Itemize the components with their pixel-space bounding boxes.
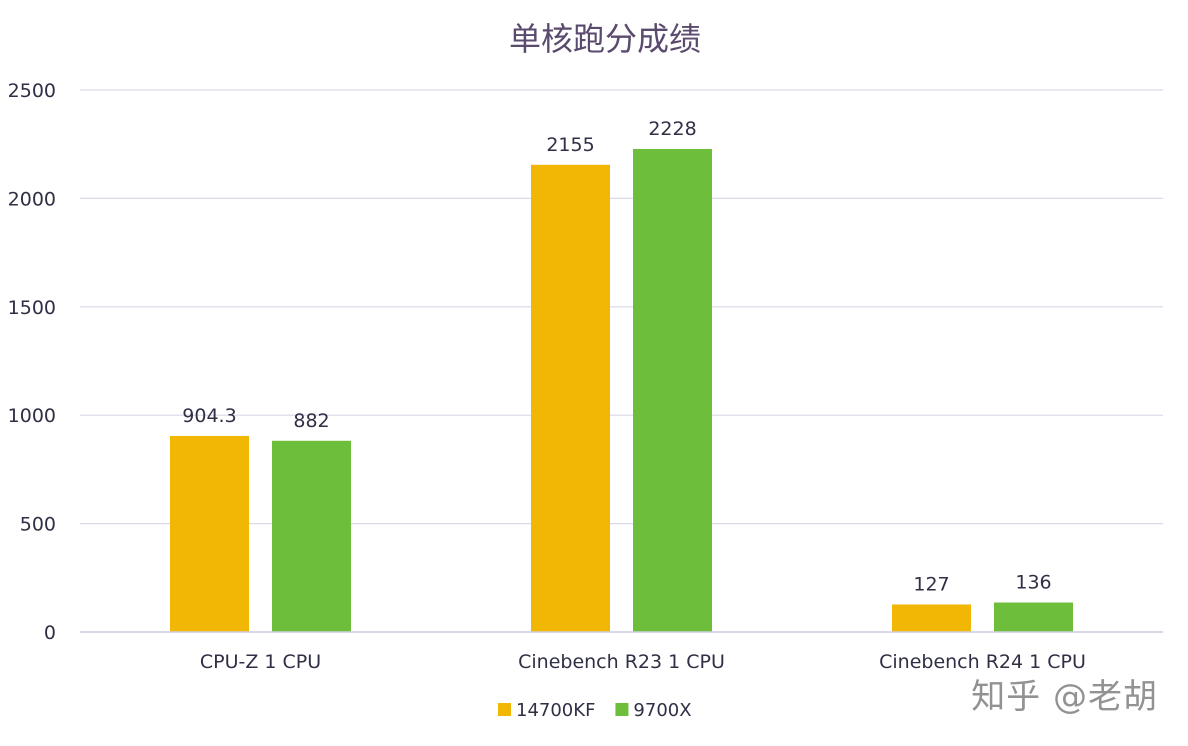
y-tick-label-1500: 1500 xyxy=(8,297,56,319)
bar-14700KF-1 xyxy=(531,164,610,632)
data-label-9700X-2: 136 xyxy=(1015,572,1051,594)
legend-swatch-9700X xyxy=(615,703,629,716)
y-tick-label-500: 500 xyxy=(20,514,56,536)
data-label-14700KF-0: 904.3 xyxy=(182,405,236,427)
y-tick-label-2500: 2500 xyxy=(8,80,56,102)
y-tick-label-2000: 2000 xyxy=(8,188,56,210)
bar-14700KF-0 xyxy=(170,435,249,632)
x-category-label-1: Cinebench R23 1 CPU xyxy=(518,651,725,673)
x-category-label-2: Cinebench R24 1 CPU xyxy=(879,651,1086,673)
legend-swatch-14700KF xyxy=(498,703,511,716)
data-label-14700KF-1: 2155 xyxy=(546,134,594,156)
bar-9700X-1 xyxy=(633,148,712,632)
x-category-label-0: CPU-Z 1 CPU xyxy=(200,651,321,673)
data-label-14700KF-2: 127 xyxy=(913,573,949,595)
bar-9700X-0 xyxy=(272,440,351,632)
chart-title: 单核跑分成绩 xyxy=(509,20,701,58)
y-tick-label-1000: 1000 xyxy=(8,405,56,427)
bar-9700X-2 xyxy=(994,602,1073,632)
data-label-9700X-0: 882 xyxy=(293,410,329,432)
bar-14700KF-2 xyxy=(892,604,971,632)
data-label-9700X-1: 2228 xyxy=(648,118,696,140)
legend-label-9700X: 9700X xyxy=(633,700,691,721)
legend-label-14700KF: 14700KF xyxy=(516,700,595,721)
y-tick-label-0: 0 xyxy=(44,622,56,644)
watermark: 知乎 @老胡 xyxy=(971,677,1158,717)
